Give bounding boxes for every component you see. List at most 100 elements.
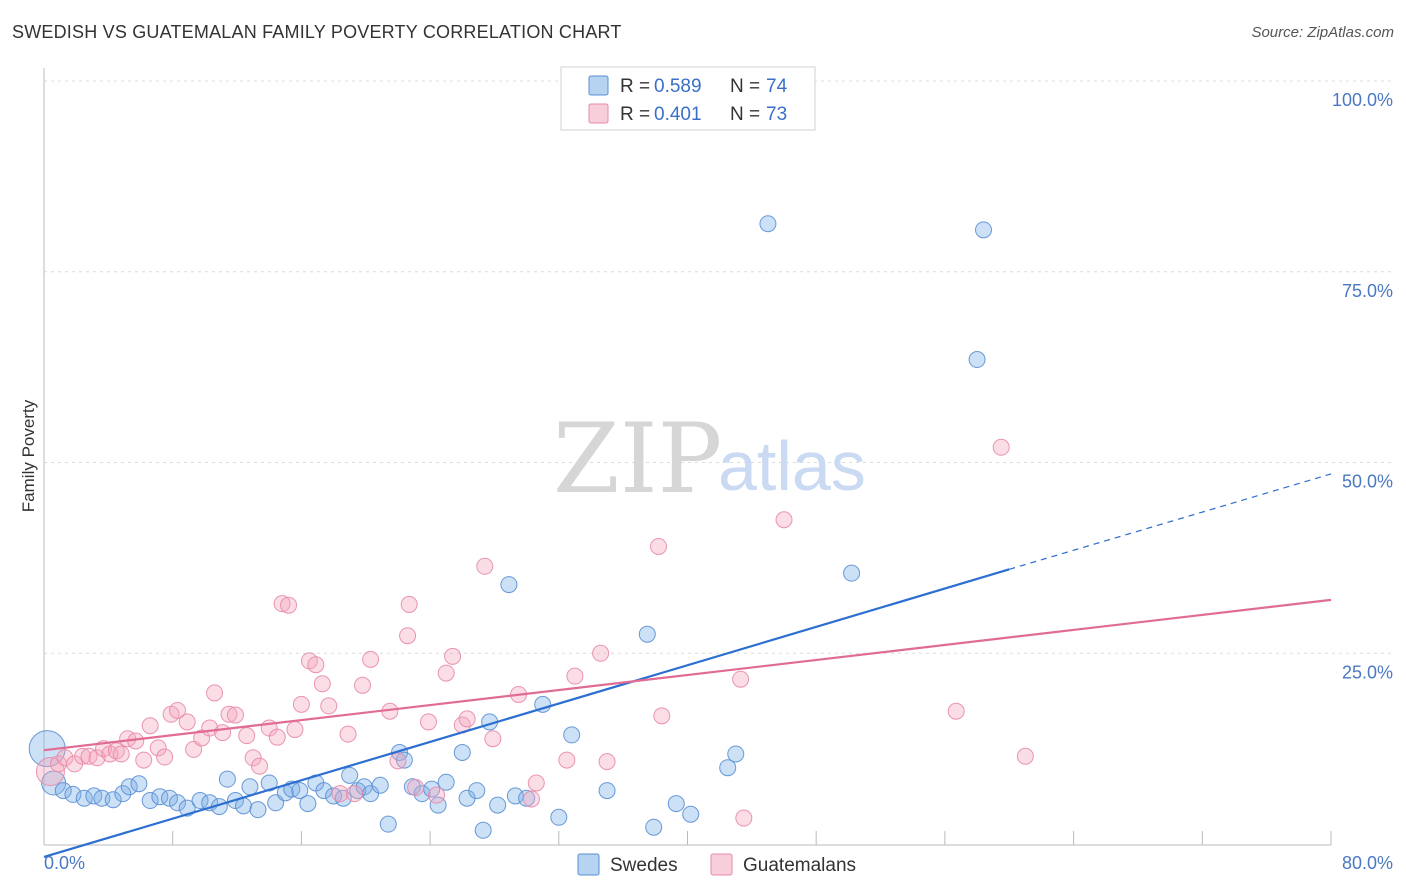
y-tick-label: 50.0%: [1342, 472, 1393, 492]
data-point-guatemalans: [389, 752, 407, 770]
data-point-swedes: [968, 351, 986, 369]
data-point-swedes: [563, 726, 581, 744]
data-point-guatemalans: [35, 757, 65, 787]
data-point-guatemalans: [88, 749, 106, 767]
data-point-guatemalans: [307, 656, 325, 674]
data-point-swedes: [474, 821, 492, 839]
y-axis-label: Family Poverty: [19, 399, 38, 512]
data-point-swedes: [413, 785, 431, 803]
y-tick-label: 25.0%: [1342, 662, 1393, 682]
data-point-swedes: [500, 576, 518, 594]
data-point-guatemalans: [280, 596, 298, 614]
data-point-swedes: [160, 789, 178, 807]
series-legend-label-guatemalans: Guatemalans: [743, 855, 856, 876]
chart-title: SWEDISH VS GUATEMALAN FAMILY POVERTY COR…: [12, 22, 622, 42]
data-point-swedes: [667, 795, 685, 813]
data-points: [28, 215, 1034, 839]
data-point-swedes: [453, 743, 471, 761]
data-point-guatemalans: [484, 730, 502, 748]
watermark-zip: ZIP: [553, 403, 722, 515]
data-point-swedes: [341, 766, 359, 784]
data-point-guatemalans: [313, 675, 331, 693]
data-point-guatemalans: [141, 717, 159, 735]
trend-line-guatemalans: [43, 598, 1332, 752]
data-point-guatemalans: [107, 742, 125, 760]
data-point-swedes: [64, 785, 82, 803]
y-tick-labels: 25.0% 50.0% 75.0% 100.0%: [1332, 90, 1393, 682]
trend-line-extension-swedes: [1009, 473, 1332, 570]
data-point-guatemalans: [947, 702, 965, 720]
legend-r-value-guatemalans: 0.401: [654, 104, 702, 125]
data-point-swedes: [371, 776, 389, 794]
data-point-guatemalans: [522, 790, 540, 808]
data-point-guatemalans: [592, 644, 610, 662]
data-point-guatemalans: [598, 753, 616, 771]
data-point-guatemalans: [650, 537, 668, 555]
data-point-guatemalans: [149, 739, 167, 757]
data-point-guatemalans: [56, 749, 74, 767]
data-point-guatemalans: [1016, 747, 1034, 765]
data-point-swedes: [518, 789, 536, 807]
watermark-atlas: atlas: [718, 427, 866, 505]
data-point-swedes: [437, 773, 455, 791]
data-point-guatemalans: [444, 647, 462, 665]
data-point-guatemalans: [268, 728, 286, 746]
data-point-swedes: [299, 795, 317, 813]
data-point-guatemalans: [178, 713, 196, 731]
legend-r-label-swedes: R =: [620, 76, 650, 97]
data-point-swedes: [315, 782, 333, 800]
stats-legend: R = 0.589 N = 74 R = 0.401 N = 73: [560, 66, 816, 131]
series-legend: Swedes Guatemalans: [577, 853, 856, 876]
data-point-guatemalans: [273, 595, 291, 613]
data-point-guatemalans: [735, 809, 753, 827]
data-point-guatemalans: [732, 670, 750, 688]
legend-n-value-swedes: 74: [766, 76, 788, 97]
data-point-swedes: [506, 787, 524, 805]
gridlines: [44, 80, 1392, 654]
axes: [43, 68, 1332, 846]
data-point-guatemalans: [206, 684, 224, 702]
series-points-swedes: [28, 215, 993, 839]
data-point-guatemalans: [214, 724, 232, 742]
data-point-swedes: [550, 808, 568, 826]
data-point-guatemalans: [339, 725, 357, 743]
data-point-swedes: [638, 625, 656, 643]
data-point-guatemalans: [458, 710, 476, 728]
data-point-guatemalans: [362, 650, 380, 668]
series-legend-label-swedes: Swedes: [610, 855, 678, 876]
data-point-guatemalans: [992, 438, 1010, 456]
data-point-swedes: [54, 782, 72, 800]
data-point-guatemalans: [320, 697, 338, 715]
data-point-swedes: [104, 791, 122, 809]
data-point-guatemalans: [653, 707, 671, 725]
data-point-swedes: [843, 564, 861, 582]
legend-n-label-swedes: N =: [730, 76, 760, 97]
data-point-guatemalans: [244, 749, 262, 767]
data-point-guatemalans: [135, 751, 153, 769]
data-point-guatemalans: [400, 595, 418, 613]
data-point-guatemalans: [407, 779, 425, 797]
data-point-guatemalans: [399, 627, 417, 645]
data-point-guatemalans: [345, 785, 363, 803]
data-point-swedes: [141, 792, 159, 810]
data-point-guatemalans: [527, 774, 545, 792]
data-point-swedes: [719, 759, 737, 777]
legend-n-value-guatemalans: 73: [766, 104, 787, 125]
trend-line-swedes: [43, 568, 1010, 859]
data-point-guatemalans: [437, 664, 455, 682]
data-point-guatemalans: [286, 721, 304, 739]
data-point-swedes: [169, 794, 187, 812]
data-point-swedes: [534, 695, 552, 713]
data-point-guatemalans: [226, 706, 244, 724]
series-points-guatemalans: [35, 438, 1034, 827]
data-point-guatemalans: [292, 695, 310, 713]
data-point-swedes: [130, 775, 148, 793]
data-point-guatemalans: [251, 757, 269, 775]
data-point-swedes: [727, 745, 745, 763]
legend-swatch-swedes: [588, 75, 609, 96]
data-point-swedes: [759, 215, 777, 233]
data-point-guatemalans: [558, 751, 576, 769]
data-point-swedes: [120, 778, 138, 796]
data-point-swedes: [334, 789, 352, 807]
